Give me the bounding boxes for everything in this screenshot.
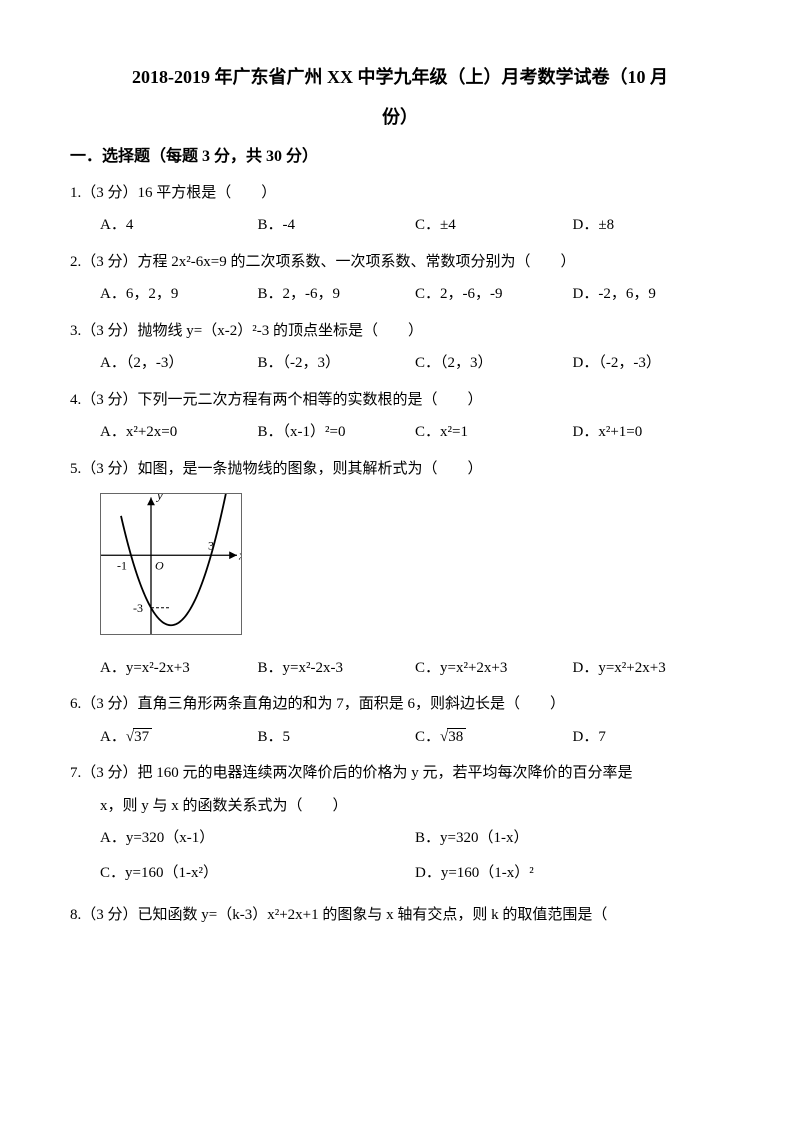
section-heading-1: 一．选择题（每题 3 分，共 30 分） [70,142,730,172]
question-4-stem: 4.（3 分）下列一元二次方程有两个相等的实数根的是（ ） [70,386,730,415]
svg-text:O: O [155,559,164,573]
q6-option-a: A． 37 [100,723,258,752]
question-5-figure: y x O -1 3 -3 [100,493,730,646]
question-4-options: A．x²+2x=0 B．（x-1）²=0 C．x²=1 D．x²+1=0 [70,418,730,447]
q6-a-value: 37 [133,728,152,745]
q6-option-b: B．5 [258,723,416,752]
question-1-stem: 1.（3 分）16 平方根是（ ） [70,179,730,208]
question-6-stem: 6.（3 分）直角三角形两条直角边的和为 7，面积是 6，则斜边长是（ ） [70,690,730,719]
q4-option-a: A．x²+2x=0 [100,418,258,447]
q4-option-d: D．x²+1=0 [573,418,731,447]
question-5-stem: 5.（3 分）如图，是一条抛物线的图象，则其解析式为（ ） [70,455,730,484]
svg-text:x: x [238,548,242,563]
question-8-stem: 8.（3 分）已知函数 y=（k-3）x²+2x+1 的图象与 x 轴有交点，则… [70,901,730,930]
q7-option-a: A．y=320（x-1） [100,824,415,853]
q7-option-d: D．y=160（1-x）² [415,859,730,888]
svg-text:-1: -1 [117,559,127,573]
q2-option-a: A．6，2，9 [100,280,258,309]
question-7-options: A．y=320（x-1） B．y=320（1-x） C．y=160（1-x²） … [70,824,730,893]
exam-title-line1: 2018-2019 年广东省广州 XX 中学九年级（上）月考数学试卷（10 月 [70,60,730,94]
parabola-graph: y x O -1 3 -3 [100,493,242,635]
q6-option-d: D．7 [573,723,731,752]
question-1-options: A．4 B．-4 C．±4 D．±8 [70,211,730,240]
svg-text:-3: -3 [133,601,143,615]
q1-option-a: A．4 [100,211,258,240]
q6-a-prefix: A． [100,729,126,745]
q1-option-d: D．±8 [573,211,731,240]
question-3-options: A．（2，-3） B．（-2，3） C．（2，3） D．（-2，-3） [70,349,730,378]
sqrt-icon [126,729,132,745]
q2-option-d: D．-2，6，9 [573,280,731,309]
question-3-stem: 3.（3 分）抛物线 y=（x-2）²-3 的顶点坐标是（ ） [70,317,730,346]
svg-text:y: y [155,493,163,503]
q3-option-d: D．（-2，-3） [573,349,731,378]
question-7-stem-1: 7.（3 分）把 160 元的电器连续两次降价后的价格为 y 元，若平均每次降价… [70,759,730,788]
q5-option-a: A．y=x²-2x+3 [100,654,258,683]
q2-option-c: C．2，-6，-9 [415,280,573,309]
q3-option-b: B．（-2，3） [258,349,416,378]
exam-title-line2: 份） [70,100,730,134]
sqrt-icon [440,729,446,745]
svg-text:3: 3 [208,539,214,553]
q6-option-c: C． 38 [415,723,573,752]
q1-option-c: C．±4 [415,211,573,240]
question-2-options: A．6，2，9 B．2，-6，9 C．2，-6，-9 D．-2，6，9 [70,280,730,309]
q3-option-c: C．（2，3） [415,349,573,378]
q6-c-prefix: C． [415,729,440,745]
q5-option-b: B．y=x²-2x-3 [258,654,416,683]
question-2-stem: 2.（3 分）方程 2x²-6x=9 的二次项系数、一次项系数、常数项分别为（ … [70,248,730,277]
q3-option-a: A．（2，-3） [100,349,258,378]
q7-option-c: C．y=160（1-x²） [100,859,415,888]
question-6-options: A． 37 B．5 C． 38 D．7 [70,723,730,752]
question-5-options: A．y=x²-2x+3 B．y=x²-2x-3 C．y=x²+2x+3 D．y=… [70,654,730,683]
q6-c-value: 38 [447,728,466,745]
q5-option-d: D．y=x²+2x+3 [573,654,731,683]
question-7-stem-2: x，则 y 与 x 的函数关系式为（ ） [70,792,730,821]
q4-option-c: C．x²=1 [415,418,573,447]
q1-option-b: B．-4 [258,211,416,240]
q7-option-b: B．y=320（1-x） [415,824,730,853]
q5-option-c: C．y=x²+2x+3 [415,654,573,683]
q4-option-b: B．（x-1）²=0 [258,418,416,447]
q2-option-b: B．2，-6，9 [258,280,416,309]
